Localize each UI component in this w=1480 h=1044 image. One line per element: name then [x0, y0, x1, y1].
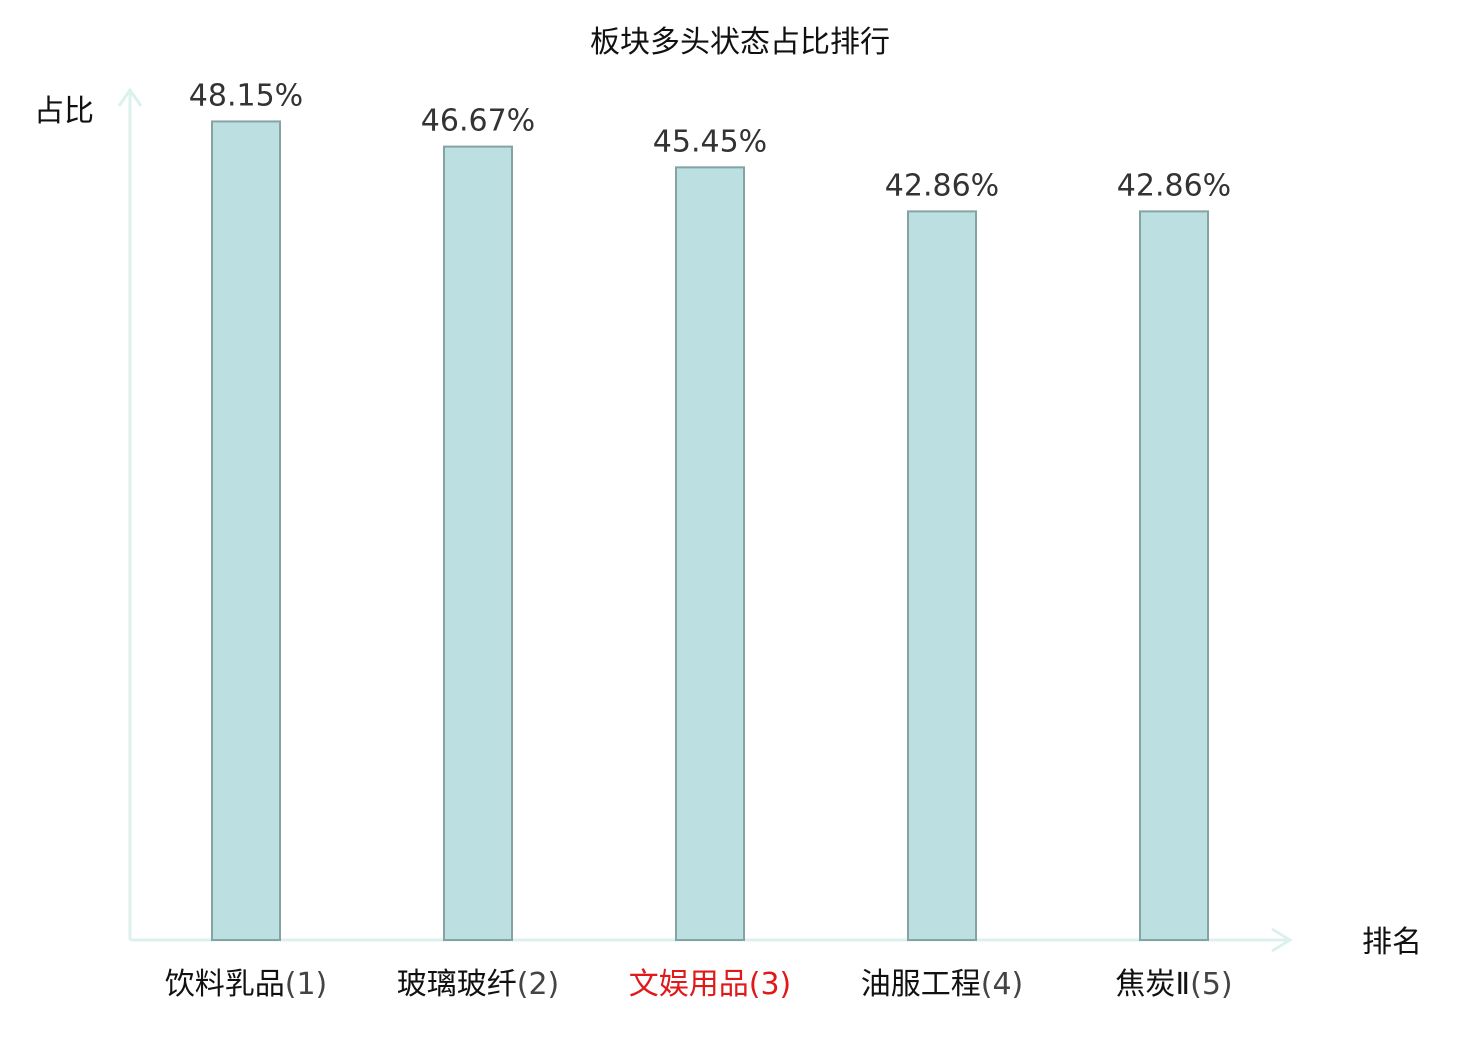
category-name: 文娱用品: [629, 967, 749, 1002]
value-label-4: 42.86%: [885, 168, 999, 203]
bars-group: [211, 120, 1209, 942]
category-rank: (3): [749, 967, 792, 1002]
value-label-5: 42.86%: [1117, 168, 1231, 203]
value-labels-group: 48.15% 46.67% 45.45% 42.86% 42.86%: [189, 78, 1231, 203]
bar-4: [907, 210, 977, 941]
x-axis-title: 排名: [1362, 925, 1422, 960]
category-rank: (5): [1190, 967, 1233, 1002]
category-label-3: 文娱用品(3): [629, 967, 792, 1002]
value-label-3: 45.45%: [653, 124, 767, 159]
y-axis: [117, 87, 143, 940]
chart-title: 板块多头状态占比排行: [590, 25, 890, 60]
category-labels-group: 饮料乳品(1) 玻璃玻纤(2) 文娱用品(3) 油服工程(4) 焦炭Ⅱ(5): [165, 967, 1233, 1002]
category-label-4: 油服工程(4): [861, 967, 1024, 1002]
x-axis-arrow-icon: [1271, 927, 1293, 953]
category-name: 油服工程: [861, 967, 981, 1002]
category-name: 饮料乳品: [165, 967, 285, 1002]
bar-1: [211, 120, 281, 941]
bar-5: [1139, 210, 1209, 941]
bar-3: [675, 166, 745, 942]
category-label-1: 饮料乳品(1): [165, 967, 328, 1002]
y-axis-arrow-icon: [117, 87, 143, 107]
category-label-5: 焦炭Ⅱ(5): [1115, 967, 1232, 1002]
category-rank: (1): [285, 967, 328, 1002]
value-label-1: 48.15%: [189, 78, 303, 113]
value-label-2: 46.67%: [421, 104, 535, 139]
category-name: 玻璃玻纤: [397, 967, 517, 1002]
category-rank: (2): [517, 967, 560, 1002]
category-label-2: 玻璃玻纤(2): [397, 967, 560, 1002]
bar-2: [443, 145, 513, 942]
category-rank: (4): [981, 967, 1024, 1002]
y-axis-title: 占比: [34, 94, 94, 129]
category-name: 焦炭Ⅱ: [1115, 967, 1190, 1002]
